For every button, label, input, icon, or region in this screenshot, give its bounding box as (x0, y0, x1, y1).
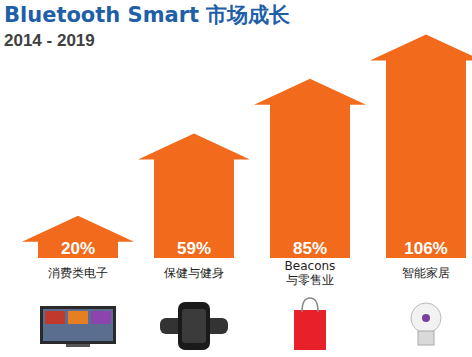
tv-tile (91, 311, 111, 324)
data-label: 20% (61, 239, 95, 258)
data-label: 106% (404, 239, 447, 258)
category-line: 与零售业 (286, 273, 334, 287)
data-label: 85% (293, 239, 327, 258)
category-line: 智能家居 (402, 266, 450, 280)
tv-tile (68, 311, 88, 324)
bulb-glass (411, 303, 441, 333)
watch-body (178, 302, 210, 350)
category-label: 智能家居 (402, 266, 450, 280)
category-label: 消费类电子 (48, 266, 108, 280)
title: Bluetooth Smart 市场成长 (4, 3, 291, 27)
tv-stand (66, 344, 90, 347)
arrow-bar (138, 134, 250, 258)
category-line: 保健与健身 (164, 266, 224, 280)
watch-screen (182, 309, 206, 343)
category-label: 保健与健身 (164, 266, 224, 280)
bulb-base (418, 331, 434, 345)
bag-handle (302, 298, 318, 312)
category-line: Beacons (285, 259, 336, 273)
category-label: Beacons与零售业 (285, 259, 336, 287)
tv-screen (43, 309, 113, 341)
marks (22, 34, 472, 258)
data-label: 59% (177, 239, 211, 258)
arrow-bar (370, 34, 472, 258)
category-line: 消费类电子 (48, 266, 108, 280)
bulb-logo (422, 314, 430, 322)
arrow-bar (22, 216, 134, 258)
tv-tile (45, 311, 65, 324)
subtitle: 2014 - 2019 (4, 31, 95, 50)
icons (40, 298, 441, 350)
arrow-bar (254, 79, 366, 258)
chart: Bluetooth Smart 市场成长 2014 - 2019 20% 59% 85%… (0, 0, 472, 357)
tv-icon (40, 306, 116, 344)
bag-body (294, 310, 326, 350)
